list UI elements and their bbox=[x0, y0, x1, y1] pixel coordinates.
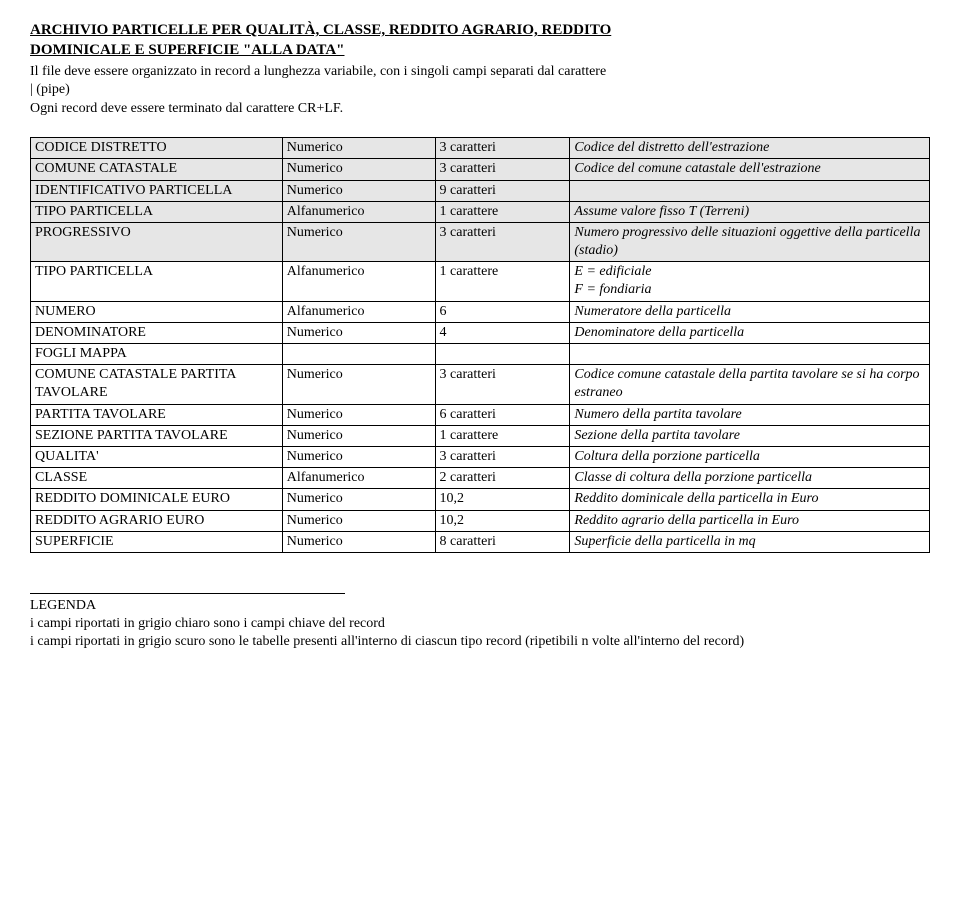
cell-c1: QUALITA' bbox=[31, 446, 283, 467]
table-row: REDDITO DOMINICALE EURONumerico10,2Reddi… bbox=[31, 489, 930, 510]
intro-line-3: Ogni record deve essere terminato dal ca… bbox=[30, 101, 343, 116]
table-row: TIPO PARTICELLAAlfanumerico1 carattereAs… bbox=[31, 201, 930, 222]
cell-c1: COMUNE CATASTALE PARTITA TAVOLARE bbox=[31, 365, 283, 404]
table-body: CODICE DISTRETTONumerico3 caratteriCodic… bbox=[31, 138, 930, 553]
cell-c4: Codice comune catastale della partita ta… bbox=[570, 365, 930, 404]
cell-c2: Numerico bbox=[282, 222, 435, 261]
cell-c4 bbox=[570, 344, 930, 365]
page-title: ARCHIVIO PARTICELLE PER QUALITÀ, CLASSE,… bbox=[30, 20, 930, 61]
cell-c4: Denominatore della particella bbox=[570, 322, 930, 343]
table-row: CODICE DISTRETTONumerico3 caratteriCodic… bbox=[31, 138, 930, 159]
legend-line-2: i campi riportati in grigio scuro sono l… bbox=[30, 633, 930, 651]
cell-c1: TIPO PARTICELLA bbox=[31, 201, 283, 222]
cell-c4: Codice del distretto dell'estrazione bbox=[570, 138, 930, 159]
cell-c1: DENOMINATORE bbox=[31, 322, 283, 343]
cell-c4: Reddito dominicale della particella in E… bbox=[570, 489, 930, 510]
cell-c3: 8 caratteri bbox=[435, 531, 570, 552]
table-row: TIPO PARTICELLAAlfanumerico1 carattereE … bbox=[31, 262, 930, 301]
cell-c4: Numero progressivo delle situazioni ogge… bbox=[570, 222, 930, 261]
table-row: COMUNE CATASTALE PARTITA TAVOLARENumeric… bbox=[31, 365, 930, 404]
table-row: FOGLI MAPPA bbox=[31, 344, 930, 365]
table-row: QUALITA'Numerico3 caratteriColtura della… bbox=[31, 446, 930, 467]
cell-c2: Numerico bbox=[282, 531, 435, 552]
cell-c1: COMUNE CATASTALE bbox=[31, 159, 283, 180]
cell-c2: Numerico bbox=[282, 159, 435, 180]
table-row: NUMEROAlfanumerico6Numeratore della part… bbox=[31, 301, 930, 322]
table-row: DENOMINATORENumerico4Denominatore della … bbox=[31, 322, 930, 343]
fields-table: CODICE DISTRETTONumerico3 caratteriCodic… bbox=[30, 137, 930, 553]
cell-c1: REDDITO DOMINICALE EURO bbox=[31, 489, 283, 510]
cell-c3: 3 caratteri bbox=[435, 365, 570, 404]
table-row: PROGRESSIVONumerico3 caratteriNumero pro… bbox=[31, 222, 930, 261]
cell-c3: 1 carattere bbox=[435, 262, 570, 301]
legend-title: LEGENDA bbox=[30, 598, 930, 614]
cell-c3: 10,2 bbox=[435, 489, 570, 510]
cell-c2: Numerico bbox=[282, 489, 435, 510]
cell-c1: NUMERO bbox=[31, 301, 283, 322]
cell-c4: Numeratore della particella bbox=[570, 301, 930, 322]
cell-c2: Numerico bbox=[282, 365, 435, 404]
cell-c1: SEZIONE PARTITA TAVOLARE bbox=[31, 425, 283, 446]
cell-c2 bbox=[282, 344, 435, 365]
cell-c2: Numerico bbox=[282, 510, 435, 531]
cell-c1: PROGRESSIVO bbox=[31, 222, 283, 261]
table-row: COMUNE CATASTALENumerico3 caratteriCodic… bbox=[31, 159, 930, 180]
table-row: SUPERFICIENumerico8 caratteriSuperficie … bbox=[31, 531, 930, 552]
cell-c3: 6 caratteri bbox=[435, 404, 570, 425]
cell-c4: Reddito agrario della particella in Euro bbox=[570, 510, 930, 531]
cell-c3: 6 bbox=[435, 301, 570, 322]
cell-c2: Numerico bbox=[282, 425, 435, 446]
cell-c3: 1 carattere bbox=[435, 201, 570, 222]
table-row: SEZIONE PARTITA TAVOLARENumerico1 caratt… bbox=[31, 425, 930, 446]
table-row: IDENTIFICATIVO PARTICELLANumerico9 carat… bbox=[31, 180, 930, 201]
cell-c1: FOGLI MAPPA bbox=[31, 344, 283, 365]
cell-c4: Classe di coltura della porzione partice… bbox=[570, 468, 930, 489]
cell-c4 bbox=[570, 180, 930, 201]
cell-c1: CLASSE bbox=[31, 468, 283, 489]
cell-c4: Sezione della partita tavolare bbox=[570, 425, 930, 446]
cell-c3: 3 caratteri bbox=[435, 159, 570, 180]
cell-c4: Codice del comune catastale dell'estrazi… bbox=[570, 159, 930, 180]
intro-line-2: | (pipe) bbox=[30, 82, 70, 97]
cell-c2: Alfanumerico bbox=[282, 201, 435, 222]
table-row: REDDITO AGRARIO EURONumerico10,2Reddito … bbox=[31, 510, 930, 531]
cell-c4: Assume valore fisso T (Terreni) bbox=[570, 201, 930, 222]
cell-c1: TIPO PARTICELLA bbox=[31, 262, 283, 301]
cell-c3 bbox=[435, 344, 570, 365]
cell-c2: Alfanumerico bbox=[282, 468, 435, 489]
cell-c2: Alfanumerico bbox=[282, 301, 435, 322]
cell-c4: Superficie della particella in mq bbox=[570, 531, 930, 552]
cell-c2: Numerico bbox=[282, 138, 435, 159]
cell-c4: Numero della partita tavolare bbox=[570, 404, 930, 425]
cell-c3: 3 caratteri bbox=[435, 222, 570, 261]
cell-c4: E = edificialeF = fondiaria bbox=[570, 262, 930, 301]
cell-c4: Coltura della porzione particella bbox=[570, 446, 930, 467]
cell-c1: PARTITA TAVOLARE bbox=[31, 404, 283, 425]
cell-c3: 2 caratteri bbox=[435, 468, 570, 489]
cell-c2: Alfanumerico bbox=[282, 262, 435, 301]
cell-c3: 4 bbox=[435, 322, 570, 343]
cell-c3: 3 caratteri bbox=[435, 138, 570, 159]
cell-c2: Numerico bbox=[282, 404, 435, 425]
legend-separator bbox=[30, 593, 345, 594]
cell-c2: Numerico bbox=[282, 322, 435, 343]
table-row: CLASSEAlfanumerico2 caratteriClasse di c… bbox=[31, 468, 930, 489]
cell-c2: Numerico bbox=[282, 180, 435, 201]
intro-text: Il file deve essere organizzato in recor… bbox=[30, 63, 930, 120]
cell-c3: 3 caratteri bbox=[435, 446, 570, 467]
table-row: PARTITA TAVOLARENumerico6 caratteriNumer… bbox=[31, 404, 930, 425]
cell-c1: CODICE DISTRETTO bbox=[31, 138, 283, 159]
cell-c2: Numerico bbox=[282, 446, 435, 467]
legend-line-1: i campi riportati in grigio chiaro sono … bbox=[30, 615, 930, 633]
cell-c3: 1 carattere bbox=[435, 425, 570, 446]
cell-c1: SUPERFICIE bbox=[31, 531, 283, 552]
cell-c3: 9 caratteri bbox=[435, 180, 570, 201]
cell-c1: REDDITO AGRARIO EURO bbox=[31, 510, 283, 531]
cell-c1: IDENTIFICATIVO PARTICELLA bbox=[31, 180, 283, 201]
title-line-1: ARCHIVIO PARTICELLE PER QUALITÀ, CLASSE,… bbox=[30, 22, 611, 38]
cell-c3: 10,2 bbox=[435, 510, 570, 531]
intro-line-1: Il file deve essere organizzato in recor… bbox=[30, 64, 606, 79]
title-line-2: DOMINICALE E SUPERFICIE "ALLA DATA" bbox=[30, 42, 344, 58]
